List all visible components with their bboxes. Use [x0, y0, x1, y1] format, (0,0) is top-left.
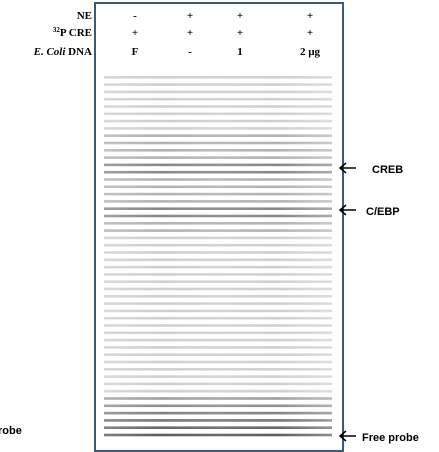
- gel-band: [104, 142, 332, 145]
- gel-band: [104, 207, 332, 210]
- lane-label: +: [237, 27, 243, 39]
- row-label: NE: [77, 10, 92, 22]
- gel-band: [104, 412, 332, 415]
- gel-band: [104, 149, 332, 152]
- gel-band: [104, 120, 332, 123]
- gel-band: [104, 83, 332, 86]
- gel-band: [104, 91, 332, 94]
- gel-figure: NE 32P CRE E. Coli DNA - + + + + + + + F - 1 2 µg C…: [0, 0, 439, 452]
- gel-band: [104, 134, 332, 137]
- row-label-text: P CRE: [60, 27, 92, 39]
- gel-band: [104, 178, 332, 181]
- lane-label: 1: [237, 46, 243, 58]
- gel-band: [104, 76, 332, 79]
- gel-band: [104, 251, 332, 254]
- lane-label: +: [132, 27, 138, 39]
- gel-band: [104, 346, 332, 349]
- gel-band: [104, 229, 332, 232]
- gel-band: [104, 237, 332, 240]
- row-label: 32P CRE: [53, 26, 92, 39]
- annotation: C/EBP: [366, 206, 400, 218]
- gel-band: [104, 215, 332, 218]
- gel-band: [104, 273, 332, 276]
- gel-band: [104, 222, 332, 225]
- annotation: CREB: [372, 164, 403, 176]
- gel-band: [104, 200, 332, 203]
- gel-band: [104, 105, 332, 108]
- gel-band: [104, 390, 332, 393]
- cut-off-text: robe: [0, 425, 22, 437]
- lane-label: +: [187, 10, 193, 22]
- gel-band: [104, 353, 332, 356]
- gel-band: [104, 295, 332, 298]
- row-label: E. Coli DNA: [33, 46, 92, 58]
- gel-band: [104, 193, 332, 196]
- lane-label: +: [307, 27, 313, 39]
- gel-band: [104, 171, 332, 174]
- gel-band: [104, 98, 332, 101]
- gel-band: [104, 310, 332, 313]
- gel-band: [104, 317, 332, 320]
- lane-label: +: [307, 10, 313, 22]
- gel-band: [104, 324, 332, 327]
- gel-band: [104, 361, 332, 364]
- lane-label: -: [188, 46, 192, 58]
- gel-band: [104, 368, 332, 371]
- lane-label: +: [187, 27, 193, 39]
- gel-band: [104, 280, 332, 283]
- gel-band: [104, 375, 332, 378]
- row-label-text: DNA: [68, 46, 92, 58]
- gel-band: [104, 397, 332, 400]
- lane-label: +: [237, 10, 243, 22]
- annotation: Free probe: [362, 432, 419, 444]
- gel-band: [104, 259, 332, 262]
- lane-label: F: [132, 46, 139, 58]
- gel-band: [104, 288, 332, 291]
- gel-band: [104, 332, 332, 335]
- gel-band: [104, 383, 332, 386]
- gel-band: [104, 405, 332, 408]
- lane-label: 2 µg: [300, 46, 321, 58]
- gel-band: [104, 434, 332, 437]
- gel-band: [104, 266, 332, 269]
- gel-band: [104, 426, 332, 429]
- gel-band: [104, 339, 332, 342]
- gel-band: [104, 419, 332, 422]
- italic-text: E. Coli: [33, 46, 67, 58]
- gel-band: [104, 186, 332, 189]
- gel-band: [104, 244, 332, 247]
- gel-band: [104, 164, 332, 167]
- lane-label: -: [133, 10, 137, 22]
- gel-band: [104, 127, 332, 130]
- gel-band: [104, 113, 332, 116]
- gel-band: [104, 302, 332, 305]
- gel-band: [104, 156, 332, 159]
